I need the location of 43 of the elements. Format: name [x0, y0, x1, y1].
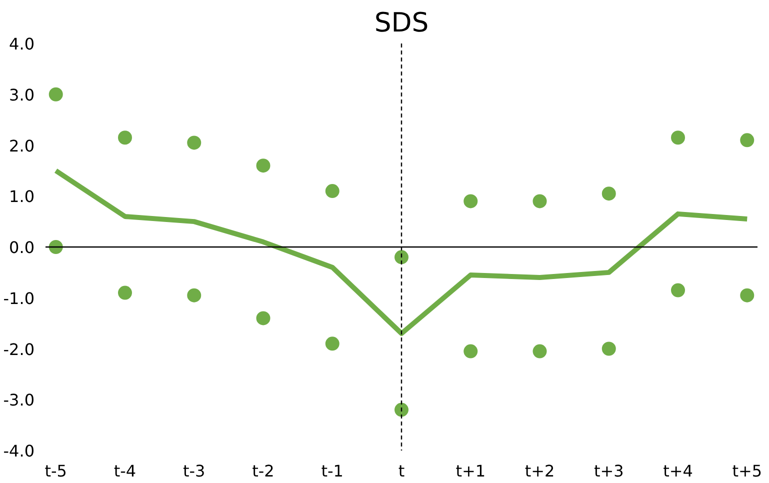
y-tick-label: 3.0: [9, 85, 35, 104]
x-tick-label: t-2: [252, 462, 274, 480]
point: [394, 250, 408, 264]
chart-title: SDS: [374, 8, 429, 38]
point: [464, 194, 478, 208]
point: [256, 311, 270, 326]
point: [48, 240, 63, 254]
y-tick-label: 1.0: [9, 187, 35, 206]
point: [464, 344, 478, 358]
point: [532, 194, 547, 208]
point: [740, 133, 754, 148]
x-tick-label: t-4: [114, 462, 136, 480]
y-tick-label: 0.0: [9, 238, 35, 257]
point: [187, 288, 202, 302]
x-tick-label: t-1: [321, 462, 344, 480]
y-tick-label: 4.0: [9, 34, 35, 54]
point: [256, 158, 270, 173]
x-tick-label: t+3: [594, 462, 624, 480]
point: [602, 342, 616, 356]
point: [118, 130, 132, 145]
y-tick-label: -3.0: [3, 390, 34, 410]
point: [48, 87, 63, 102]
x-tick-label: t-5: [44, 462, 67, 480]
y-tick-label: -2.0: [3, 340, 34, 359]
x-tick-label: t-3: [183, 462, 206, 480]
y-tick-label: -1.0: [3, 288, 34, 308]
point: [187, 136, 202, 150]
point: [602, 186, 616, 201]
point: [740, 288, 754, 302]
x-tick-label: t: [398, 462, 405, 480]
x-tick-label: t+4: [663, 462, 693, 480]
point: [671, 283, 686, 298]
point: [532, 344, 547, 358]
point: [325, 184, 340, 198]
point: [394, 402, 408, 417]
point: [325, 336, 340, 351]
y-tick-label: 2.0: [9, 136, 35, 156]
point: [671, 130, 686, 145]
x-tick-label: t+5: [732, 462, 762, 480]
point: [118, 286, 132, 300]
x-tick-label: t+1: [456, 462, 486, 480]
x-tick-label: t+2: [524, 462, 555, 480]
y-tick-label: -4.0: [3, 442, 34, 460]
